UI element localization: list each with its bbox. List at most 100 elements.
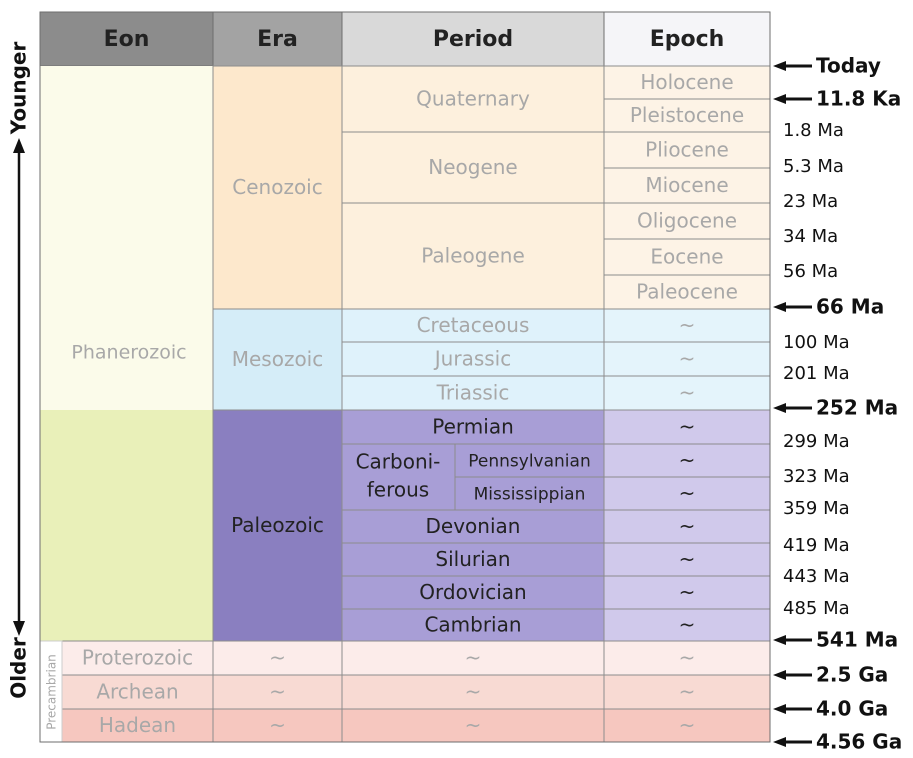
period: Silurian xyxy=(435,547,510,571)
epoch: ~ xyxy=(679,381,696,405)
epoch-cell xyxy=(603,65,771,100)
subperiod: Pennsylvanian xyxy=(468,452,590,472)
header-cell xyxy=(39,11,214,67)
epoch-cell xyxy=(603,98,771,133)
period-cell xyxy=(341,509,605,544)
boundary-arrow-head xyxy=(773,635,786,645)
period: Quaternary xyxy=(416,87,530,111)
boundary-label: 201 Ma xyxy=(783,363,850,384)
boundary-label: 299 Ma xyxy=(783,431,850,452)
period-cell xyxy=(341,341,605,377)
era: Mesozoic xyxy=(232,347,324,371)
period: ~ xyxy=(465,680,482,704)
epoch-cell xyxy=(603,542,771,577)
epoch: ~ xyxy=(679,448,696,472)
boundary-arrow-head xyxy=(773,302,786,312)
boundary-arrow-head xyxy=(773,61,786,71)
boundary-label: 100 Ma xyxy=(783,332,850,353)
boundary-arrow-head xyxy=(773,670,786,680)
era-cell xyxy=(212,65,343,310)
epoch: ~ xyxy=(679,313,696,337)
boundary-arrow-head xyxy=(773,94,786,104)
epoch-cell xyxy=(603,409,771,445)
boundary-label: 419 Ma xyxy=(783,535,850,556)
period: Ordovician xyxy=(419,580,526,604)
header-label: Period xyxy=(433,27,513,52)
boundary-label: 4.56 Ga xyxy=(816,730,902,754)
epoch: ~ xyxy=(679,613,696,637)
epoch-cell xyxy=(603,238,771,276)
period: Cambrian xyxy=(424,613,521,637)
epoch: ~ xyxy=(679,547,696,571)
era: ~ xyxy=(269,680,286,704)
eon: Phanerozoic xyxy=(71,342,186,364)
epoch: ~ xyxy=(679,580,696,604)
era-cell xyxy=(212,640,343,676)
eon: Hadean xyxy=(99,713,176,737)
boundary-arrow-head xyxy=(773,737,786,747)
period-cell xyxy=(341,308,605,343)
boundary-label: 443 Ma xyxy=(783,566,850,587)
era: ~ xyxy=(269,713,286,737)
epoch: ~ xyxy=(679,514,696,538)
period: ~ xyxy=(465,713,482,737)
boundary-label: 1.8 Ma xyxy=(783,120,844,141)
epoch: ~ xyxy=(679,481,696,505)
epoch-cell xyxy=(603,375,771,411)
period: ~ xyxy=(465,646,482,670)
epoch-cell xyxy=(603,308,771,343)
eon-cell xyxy=(40,66,213,410)
eon: Proterozoic xyxy=(82,646,193,670)
era: Cenozoic xyxy=(232,175,322,199)
epoch-cell xyxy=(603,608,771,642)
axis-label: Younger xyxy=(7,42,31,136)
subperiod: Mississippian xyxy=(474,485,586,505)
era: Paleozoic xyxy=(231,513,324,537)
boundary-label: 359 Ma xyxy=(783,498,850,519)
boundary-arrow-head xyxy=(773,704,786,714)
epoch: Pleistocene xyxy=(630,103,744,127)
header-label: Epoch xyxy=(650,27,725,52)
epoch: Pliocene xyxy=(645,138,729,162)
era-cell xyxy=(212,409,343,642)
epoch: ~ xyxy=(679,347,696,371)
period-cell xyxy=(341,608,605,642)
eon: Archean xyxy=(96,680,178,704)
boundary-label: 4.0 Ga xyxy=(816,697,888,721)
table-border xyxy=(39,11,771,743)
period: Paleogene xyxy=(421,244,525,268)
epoch: Miocene xyxy=(645,173,728,197)
boundary-label: 252 Ma xyxy=(816,396,898,420)
boundary-label: 485 Ma xyxy=(783,598,850,619)
boundary-label: 66 Ma xyxy=(816,295,884,319)
period-cell xyxy=(341,674,605,710)
period: Carboni- xyxy=(356,450,441,474)
period: Permian xyxy=(432,415,514,439)
header-cell xyxy=(603,11,771,67)
epoch: ~ xyxy=(679,646,696,670)
period-cell xyxy=(341,443,456,511)
subperiod-cell xyxy=(454,476,605,511)
epoch: ~ xyxy=(679,713,696,737)
header-cell xyxy=(212,11,343,67)
period: Neogene xyxy=(428,155,517,179)
header-label: Era xyxy=(257,27,298,52)
period: ferous xyxy=(367,478,429,502)
epoch: ~ xyxy=(679,680,696,704)
boundary-label: 11.8 Ka xyxy=(816,87,901,111)
epoch: ~ xyxy=(679,415,696,439)
period: Triassic xyxy=(436,381,510,405)
epoch-cell xyxy=(603,443,771,478)
boundary-label: 2.5 Ga xyxy=(816,663,888,687)
period-cell xyxy=(341,575,605,610)
epoch-cell xyxy=(603,674,771,710)
boundary-label: 5.3 Ma xyxy=(783,156,844,177)
period-cell xyxy=(341,65,605,133)
period: Cretaceous xyxy=(417,313,530,337)
epoch-cell xyxy=(603,708,771,743)
boundary-label: 23 Ma xyxy=(783,191,838,212)
epoch: Eocene xyxy=(650,245,723,269)
boundary-label: Today xyxy=(816,54,881,78)
epoch: Holocene xyxy=(640,70,733,94)
